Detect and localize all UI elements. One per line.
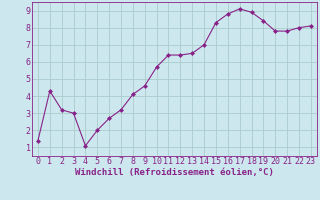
X-axis label: Windchill (Refroidissement éolien,°C): Windchill (Refroidissement éolien,°C) xyxy=(75,168,274,177)
